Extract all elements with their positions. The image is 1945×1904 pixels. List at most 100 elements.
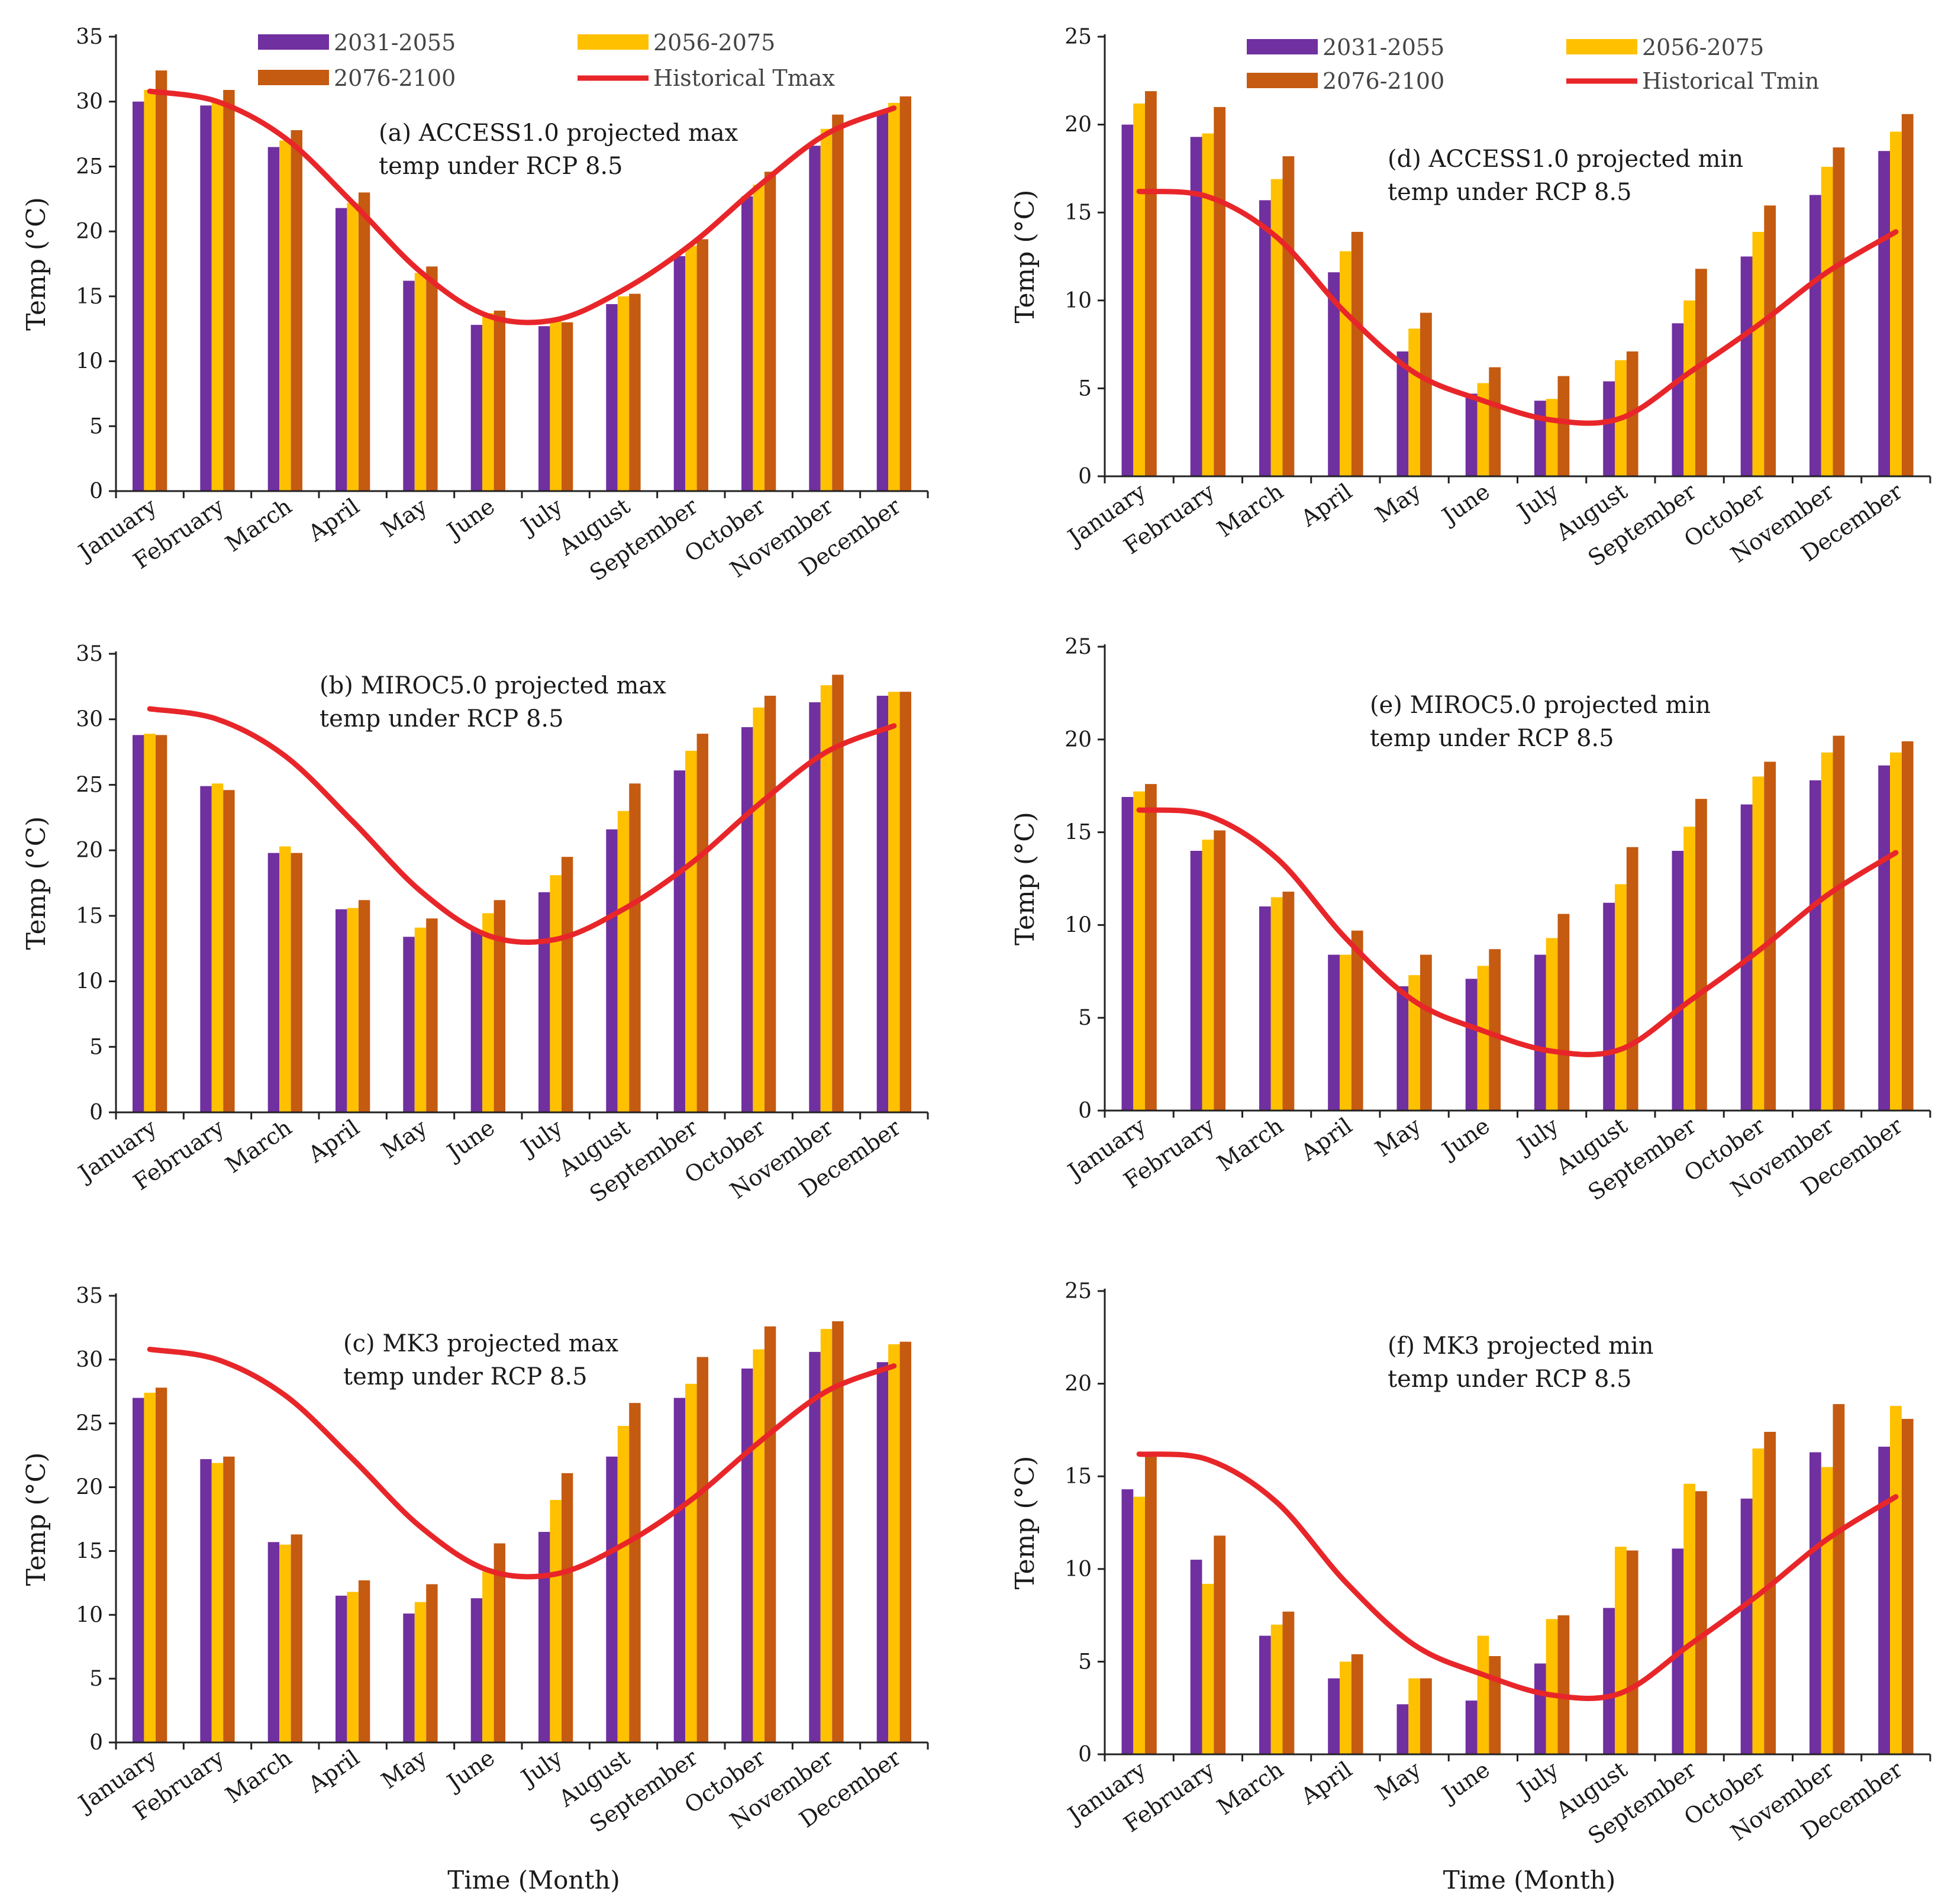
bar-april-1 — [336, 1595, 347, 1742]
bar-january-1 — [133, 735, 144, 1112]
month-label-july: July — [1511, 1112, 1563, 1160]
month-label-june: June — [1436, 1112, 1495, 1164]
bar-february-2 — [211, 1463, 224, 1742]
bar-january-1 — [133, 101, 144, 491]
bar-june-2 — [482, 913, 494, 1112]
bar-december-1 — [876, 695, 889, 1112]
bar-june-2 — [482, 1571, 494, 1742]
y-tick-label: 5 — [1078, 1650, 1092, 1674]
month-label-july: July — [1511, 1756, 1563, 1804]
bar-february-3 — [1214, 107, 1226, 476]
bar-september-1 — [1672, 851, 1684, 1111]
month-label-june: June — [440, 493, 499, 545]
bar-august-1 — [606, 829, 618, 1112]
y-axis-label: Temp (°C) — [21, 197, 51, 331]
historical-line — [1136, 807, 1899, 1057]
panel-annotation-line-1: (b) MIROC5.0 projected max — [320, 672, 666, 699]
bar-series-2 — [144, 685, 900, 1112]
bar-december-1 — [1878, 765, 1890, 1111]
bar-series-2 — [144, 90, 900, 492]
y-tick-label: 10 — [76, 350, 103, 374]
legend-label-3: 2076-2100 — [334, 65, 456, 91]
bar-june-2 — [1477, 1635, 1489, 1754]
y-tick-label: 25 — [1065, 1279, 1092, 1303]
bar-october-1 — [1740, 1498, 1753, 1754]
month-label-april: April — [303, 493, 364, 547]
y-tick-label: 15 — [1065, 201, 1092, 225]
bar-june-2 — [482, 313, 494, 491]
bar-october-2 — [753, 185, 765, 492]
month-label-may: May — [376, 1744, 432, 1794]
legend-label-1: 2031-2055 — [334, 30, 456, 56]
bar-november-1 — [1809, 195, 1821, 476]
bar-september-1 — [673, 1398, 686, 1742]
bar-june-3 — [493, 900, 505, 1112]
y-tick-label: 5 — [1078, 376, 1092, 401]
bar-series-3 — [1145, 735, 1914, 1111]
bar-september-3 — [1695, 1491, 1707, 1754]
bar-july-2 — [1546, 399, 1558, 476]
bar-june-2 — [1477, 966, 1489, 1111]
bar-january-3 — [155, 1387, 167, 1742]
month-label-march: March — [1212, 1112, 1288, 1176]
bar-august-1 — [606, 304, 618, 491]
bar-november-2 — [1821, 166, 1833, 476]
bar-april-3 — [1351, 1654, 1363, 1754]
y-tick-label: 5 — [1078, 1006, 1092, 1030]
legend-label-3: 2076-2100 — [1323, 68, 1444, 94]
historical-line — [1136, 189, 1899, 426]
bar-july-3 — [1557, 1615, 1570, 1754]
y-tick-label: 30 — [76, 90, 103, 114]
y-tick-label: 25 — [76, 154, 103, 179]
y-tick-label: 15 — [76, 904, 103, 928]
month-label-april: April — [1296, 1112, 1357, 1166]
bar-series-3 — [155, 1321, 911, 1742]
bar-march-2 — [279, 1544, 291, 1742]
panel-annotation-line-2: temp under RCP 8.5 — [1388, 179, 1632, 206]
y-tick-label: 20 — [1065, 1372, 1092, 1396]
bar-july-1 — [538, 326, 550, 491]
bar-october-3 — [1764, 205, 1776, 476]
y-axis-label: Temp (°C) — [21, 1453, 51, 1586]
panel-annotation-line-1: (e) MIROC5.0 projected min — [1370, 692, 1711, 719]
legend-label-4: Historical Tmax — [653, 65, 835, 91]
bar-january-1 — [133, 1398, 144, 1742]
bar-series-1 — [133, 695, 889, 1112]
bar-april-1 — [1328, 272, 1340, 476]
bar-october-1 — [1740, 256, 1753, 476]
bar-june-1 — [470, 1598, 483, 1742]
y-tick-label: 10 — [1065, 913, 1092, 937]
bar-may-3 — [426, 918, 438, 1112]
y-tick-label: 0 — [89, 479, 103, 504]
y-tick-label: 0 — [1078, 464, 1092, 489]
bar-november-1 — [1809, 1452, 1821, 1754]
bar-november-2 — [1821, 752, 1833, 1111]
bar-august-2 — [1615, 884, 1627, 1111]
legend-label-2: 2056-2075 — [653, 30, 775, 56]
y-axis-label: Temp (°C) — [1010, 1456, 1040, 1590]
bar-july-2 — [550, 320, 562, 491]
bar-november-3 — [832, 114, 844, 491]
month-label-march: March — [1212, 1756, 1288, 1820]
bar-january-3 — [1145, 784, 1157, 1111]
y-tick-label: 0 — [89, 1101, 103, 1125]
bar-august-1 — [1603, 381, 1615, 476]
bar-february-1 — [1190, 851, 1202, 1111]
bar-february-2 — [211, 783, 224, 1112]
bar-november-2 — [820, 685, 833, 1112]
bar-november-1 — [1809, 780, 1821, 1111]
panel-annotation-line-1: (a) ACCESS1.0 projected max — [379, 120, 738, 147]
bar-july-1 — [1534, 401, 1546, 476]
bar-series-2 — [1133, 1406, 1902, 1754]
bar-november-3 — [1833, 147, 1845, 476]
bar-series-2 — [1133, 103, 1902, 476]
bar-may-2 — [414, 927, 427, 1112]
bar-march-1 — [1259, 1635, 1271, 1754]
y-tick-label: 5 — [89, 1667, 103, 1691]
bar-may-3 — [426, 266, 438, 491]
